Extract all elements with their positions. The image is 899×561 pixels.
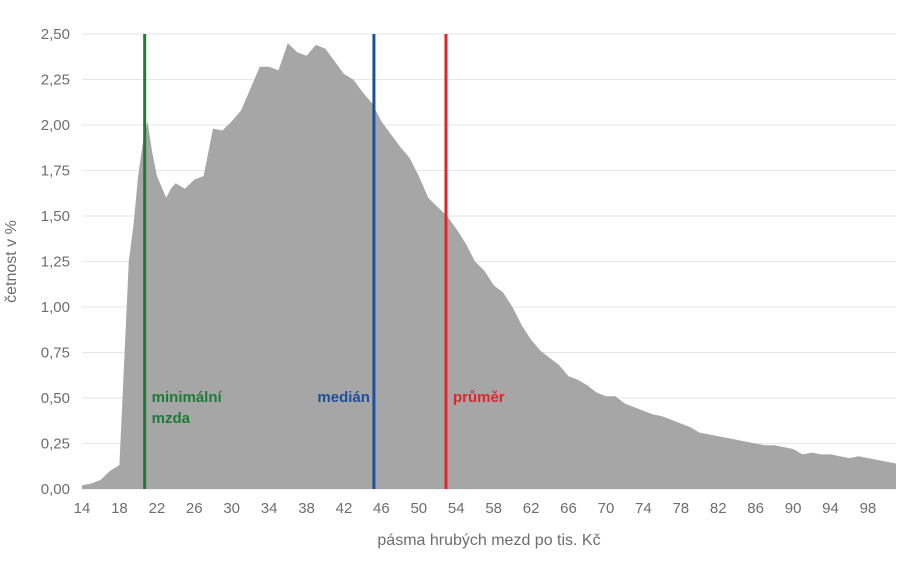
x-tick-label: 30 xyxy=(223,500,240,517)
x-tick-label: 82 xyxy=(710,500,727,517)
x-tick-label: 74 xyxy=(635,500,652,517)
y-tick-label: 1,50 xyxy=(41,208,70,225)
y-axis-ticks: 0,00 0,25 0,50 0,75 1,00 1,25 1,50 1,75 2,00 2,25… xyxy=(41,26,70,498)
x-axis-title: pásma hrubých mezd po tis. Kč xyxy=(377,532,600,549)
x-tick-label: 22 xyxy=(149,500,166,517)
x-tick-label: 62 xyxy=(523,500,540,517)
y-tick-label: 0,50 xyxy=(41,390,70,407)
y-tick-label: 1,25 xyxy=(41,254,70,271)
y-tick-label: 2,25 xyxy=(41,72,70,89)
x-tick-label: 98 xyxy=(860,500,877,517)
marker-lines: minimální mzda medián průměr xyxy=(143,34,505,489)
x-tick-label: 38 xyxy=(298,500,315,517)
y-tick-label: 0,75 xyxy=(41,345,70,362)
marker-label: medián xyxy=(317,389,370,406)
marker-label: minimální xyxy=(152,389,223,406)
y-tick-label: 2,00 xyxy=(41,117,70,134)
x-tick-label: 94 xyxy=(822,500,839,517)
x-tick-label: 50 xyxy=(410,500,427,517)
y-tick-label: 1,00 xyxy=(41,299,70,316)
x-tick-label: 34 xyxy=(261,500,278,517)
x-tick-label: 70 xyxy=(598,500,615,517)
frequency-area xyxy=(82,43,896,489)
y-tick-label: 1,75 xyxy=(41,163,70,180)
marker-label: mzda xyxy=(152,410,191,427)
marker-label: průměr xyxy=(453,389,505,406)
x-tick-label: 90 xyxy=(785,500,802,517)
y-tick-label: 2,50 xyxy=(41,26,70,43)
x-tick-label: 58 xyxy=(485,500,502,517)
x-tick-label: 18 xyxy=(111,500,128,517)
x-axis-ticks: 14 18 22 26 30 34 38 42 46 50 54 58 62 66 70 74 78 82 86 90… xyxy=(74,500,877,517)
x-tick-label: 66 xyxy=(560,500,577,517)
y-tick-label: 0,25 xyxy=(41,436,70,453)
x-tick-label: 78 xyxy=(672,500,689,517)
x-tick-label: 54 xyxy=(448,500,465,517)
y-tick-label: 0,00 xyxy=(41,481,70,498)
x-tick-label: 46 xyxy=(373,500,390,517)
x-tick-label: 86 xyxy=(747,500,764,517)
x-tick-label: 42 xyxy=(336,500,353,517)
y-axis-title: četnost v % xyxy=(3,220,20,303)
x-tick-label: 14 xyxy=(74,500,91,517)
x-tick-label: 26 xyxy=(186,500,203,517)
